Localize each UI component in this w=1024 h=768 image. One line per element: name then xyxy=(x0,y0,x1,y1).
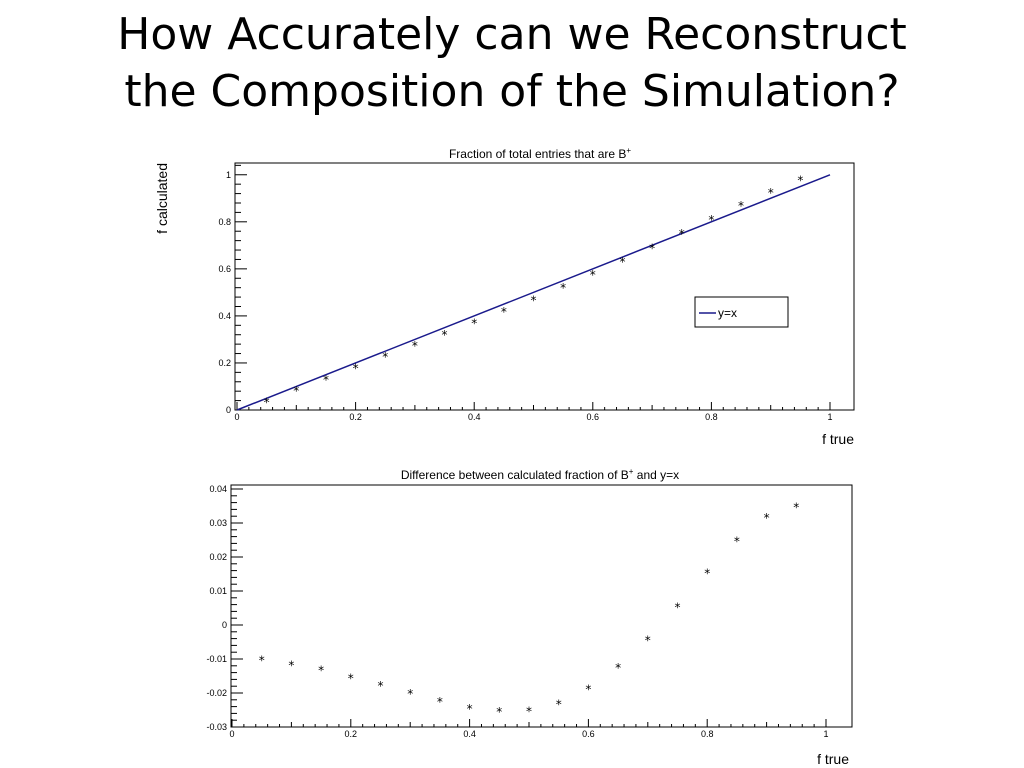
data-point: * xyxy=(560,281,566,295)
series-line-y-equals-x xyxy=(236,174,831,411)
data-point: * xyxy=(645,633,651,647)
chart1-series-points: * * * * * * * * * * * * * * * * * * * xyxy=(264,173,804,409)
x-tick-label: 0.6 xyxy=(587,412,600,422)
data-point: * xyxy=(708,213,714,227)
data-point: * xyxy=(407,687,413,701)
x-tick-label: 0 xyxy=(229,729,234,739)
chart2-x-axis: 0 0.2 0.4 0.6 0.8 1 xyxy=(229,719,829,739)
y-tick-label: -0.02 xyxy=(206,688,227,698)
chart1-title-main: Fraction of total entries that are B xyxy=(449,147,626,161)
slide-title-line-2: the Composition of the Simulation? xyxy=(124,66,900,117)
y-tick-label: 0.01 xyxy=(209,586,227,596)
chart2-title-tail: and y=x xyxy=(633,468,679,482)
data-point: * xyxy=(471,317,477,331)
chart2-title-sup: + xyxy=(629,467,634,476)
data-point: * xyxy=(585,683,591,697)
data-point: * xyxy=(679,227,685,241)
x-tick-label: 0.2 xyxy=(349,412,362,422)
slide-title-line-1: How Accurately can we Reconstruct xyxy=(117,9,907,60)
data-point: * xyxy=(768,186,774,200)
x-tick-label: 1 xyxy=(827,412,832,422)
data-point: * xyxy=(734,535,740,549)
data-point: * xyxy=(348,671,354,685)
data-point: * xyxy=(378,679,384,693)
data-point: * xyxy=(615,661,621,675)
y-tick-label: 0.02 xyxy=(209,552,227,562)
data-point: * xyxy=(764,511,770,525)
data-point: * xyxy=(738,199,744,213)
data-point: * xyxy=(556,698,562,712)
y-tick-label: 0.4 xyxy=(218,311,231,321)
data-point: * xyxy=(496,705,502,719)
data-point: * xyxy=(442,328,448,342)
slide-title: How Accurately can we Reconstruct the Co… xyxy=(0,6,1024,120)
y-tick-label: 0.04 xyxy=(209,484,227,494)
x-tick-label: 0 xyxy=(234,412,239,422)
data-point: * xyxy=(323,373,329,387)
y-tick-label: 1 xyxy=(226,170,231,180)
data-point: * xyxy=(526,705,532,719)
data-point: * xyxy=(793,501,799,515)
data-point: * xyxy=(675,600,681,614)
data-point: * xyxy=(590,268,596,282)
y-tick-label: 0 xyxy=(226,405,231,415)
y-tick-label: 0.2 xyxy=(218,358,231,368)
chart1-ylabel: f calculated xyxy=(154,163,170,234)
chart-fraction-bplus: Fraction of total entries that are B+ f … xyxy=(154,146,855,447)
chart2-title-main: Difference between calculated fraction o… xyxy=(401,468,629,482)
chart1-x-axis: 0 0.2 0.4 0.6 0.8 1 xyxy=(234,402,833,422)
chart2-frame xyxy=(230,484,853,728)
chart-difference: Difference between calculated fraction o… xyxy=(206,467,853,767)
y-tick-label: 0 xyxy=(222,620,227,630)
x-tick-label: 0.8 xyxy=(705,412,718,422)
data-point: * xyxy=(797,173,803,187)
y-tick-label: 0.03 xyxy=(209,518,227,528)
x-tick-label: 0.4 xyxy=(468,412,481,422)
chart2-y-axis: -0.03 -0.02 -0.01 0 0.01 0.02 0.03 0.04 xyxy=(206,484,243,732)
data-point: * xyxy=(259,653,265,667)
data-point: * xyxy=(412,339,418,353)
chart1-y-axis: 0 0.2 0.4 0.6 0.8 1 xyxy=(218,164,247,415)
chart2-series-points: * * * * * * * * * * * * * * * * * * * xyxy=(259,501,800,719)
chart1-legend-entry: y=x xyxy=(718,306,737,320)
chart1-series-line xyxy=(236,174,831,411)
data-point: * xyxy=(649,241,655,255)
chart1-legend: y=x xyxy=(694,296,789,328)
y-tick-label: -0.01 xyxy=(206,654,227,664)
chart2-title: Difference between calculated fraction o… xyxy=(401,467,679,482)
y-tick-label: 0.6 xyxy=(218,264,231,274)
x-tick-label: 0.2 xyxy=(345,729,358,739)
chart2-xlabel: f true xyxy=(817,751,849,767)
data-point: * xyxy=(288,658,294,672)
data-point: * xyxy=(293,384,299,398)
data-point: * xyxy=(318,664,324,678)
chart1-title-sup: + xyxy=(626,146,631,155)
data-point: * xyxy=(467,702,473,716)
data-point: * xyxy=(264,396,270,410)
data-point: * xyxy=(501,305,507,319)
data-point: * xyxy=(437,695,443,709)
data-point: * xyxy=(531,293,537,307)
y-tick-label: -0.03 xyxy=(206,722,227,732)
x-tick-label: 1 xyxy=(823,729,828,739)
data-point: * xyxy=(619,255,625,269)
y-tick-label: 0.8 xyxy=(218,217,231,227)
x-tick-label: 0.6 xyxy=(582,729,595,739)
data-point: * xyxy=(382,350,388,364)
x-tick-label: 0.8 xyxy=(701,729,714,739)
x-tick-label: 0.4 xyxy=(463,729,476,739)
chart1-title: Fraction of total entries that are B+ xyxy=(449,146,631,161)
data-point: * xyxy=(353,361,359,375)
data-point: * xyxy=(704,566,710,580)
chart1-legend-box xyxy=(694,296,789,328)
chart1-xlabel: f true xyxy=(822,431,854,447)
chart1-frame xyxy=(234,162,855,411)
